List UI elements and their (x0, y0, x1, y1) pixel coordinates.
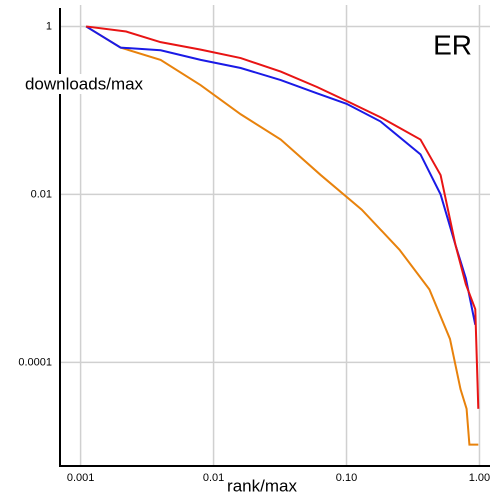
ylabel-bg (12, 74, 154, 94)
y-tick-label: 0.0001 (18, 356, 52, 368)
x-tick-label: 1.00 (469, 472, 490, 484)
x-axis-label: rank/max (227, 476, 297, 495)
y-axis-label: downloads/max (25, 74, 144, 93)
x-tick-label: 0.10 (336, 472, 357, 484)
ticks: 0.001 0.01 0.10 1.00 1 0.01 0.0001 (18, 20, 490, 484)
x-tick-label: 0.01 (203, 472, 224, 484)
series-line (85, 25, 480, 409)
series-line (85, 25, 479, 446)
x-tick-label: 0.001 (67, 472, 95, 484)
y-tick-label: 1 (46, 20, 52, 32)
annotation: ER (433, 29, 472, 60)
lines (85, 25, 480, 446)
y-tick-label: 0.01 (31, 188, 52, 200)
